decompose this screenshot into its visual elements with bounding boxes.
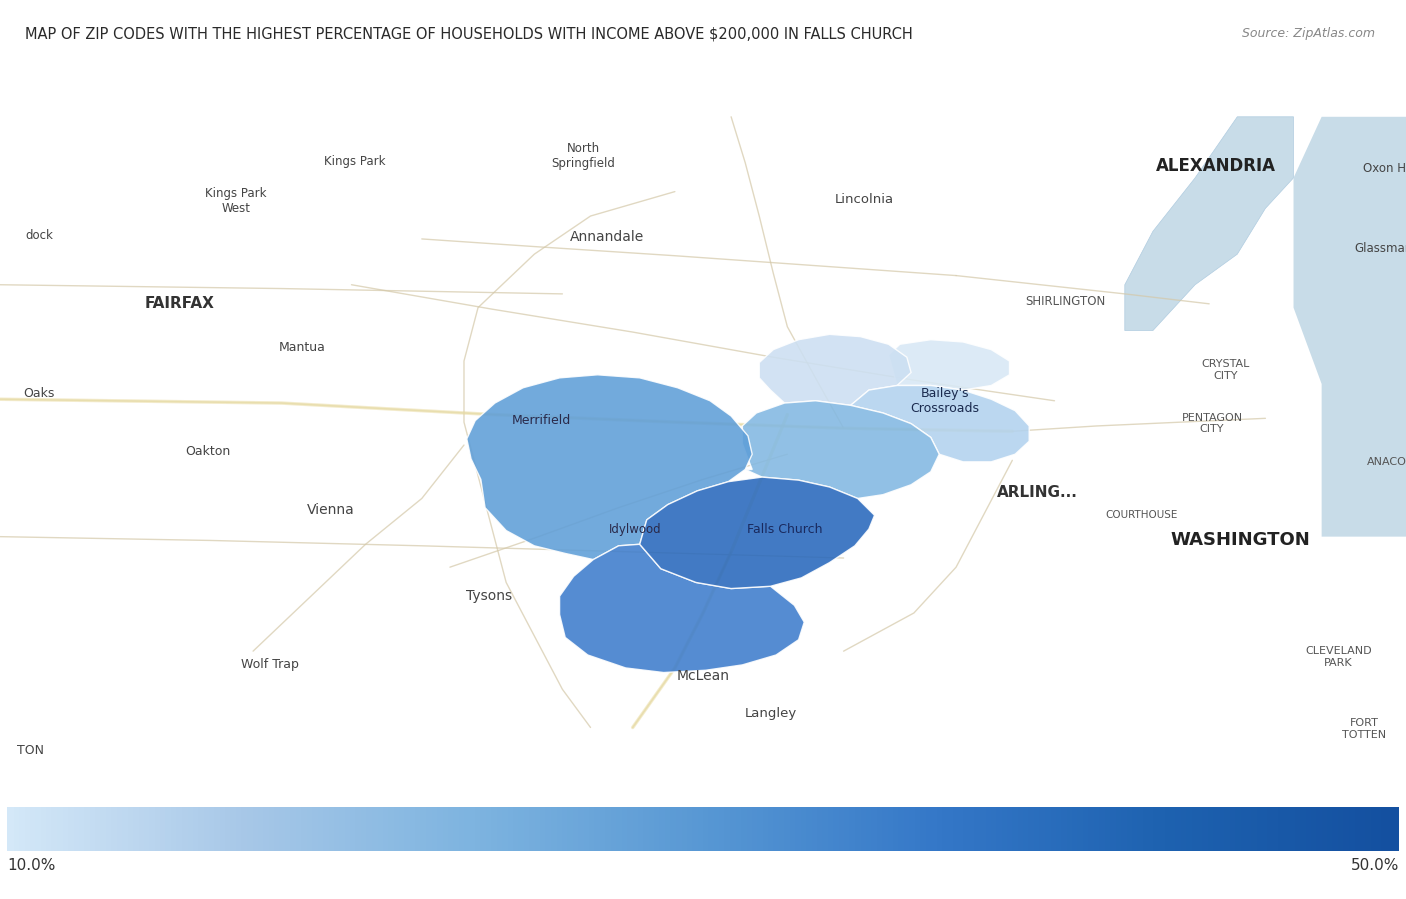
- Text: WASHINGTON: WASHINGTON: [1170, 531, 1310, 549]
- Text: Oakton: Oakton: [186, 445, 231, 458]
- Text: Oxon Hi...: Oxon Hi...: [1364, 162, 1406, 175]
- Text: Glassmanor: Glassmanor: [1354, 242, 1406, 254]
- Text: Kings Park
West: Kings Park West: [205, 187, 267, 215]
- Text: FORT
TOTTEN: FORT TOTTEN: [1341, 718, 1386, 740]
- Text: Annandale: Annandale: [571, 230, 644, 245]
- Text: PENTAGON
CITY: PENTAGON CITY: [1181, 413, 1243, 434]
- Text: Oaks: Oaks: [24, 387, 55, 400]
- Text: Langley: Langley: [744, 708, 797, 720]
- Text: Idylwood: Idylwood: [609, 522, 662, 536]
- Text: ALEXANDRIA: ALEXANDRIA: [1156, 157, 1277, 175]
- Text: Source: ZipAtlas.com: Source: ZipAtlas.com: [1241, 27, 1375, 40]
- Text: McLean: McLean: [676, 669, 730, 682]
- Text: dock: dock: [25, 228, 53, 242]
- Text: ARLING...: ARLING...: [997, 485, 1078, 500]
- Text: Merrifield: Merrifield: [512, 414, 571, 427]
- Polygon shape: [560, 544, 804, 672]
- Text: MAP OF ZIP CODES WITH THE HIGHEST PERCENTAGE OF HOUSEHOLDS WITH INCOME ABOVE $20: MAP OF ZIP CODES WITH THE HIGHEST PERCEN…: [25, 27, 912, 42]
- Text: CLEVELAND
PARK: CLEVELAND PARK: [1305, 646, 1372, 668]
- Polygon shape: [851, 386, 1029, 462]
- Polygon shape: [1294, 117, 1406, 537]
- Text: North
Springfield: North Springfield: [551, 142, 616, 171]
- Text: Lincolnia: Lincolnia: [835, 192, 894, 206]
- Polygon shape: [467, 375, 752, 559]
- Text: Tysons: Tysons: [467, 589, 512, 603]
- Text: Mantua: Mantua: [278, 341, 326, 354]
- Text: Kings Park: Kings Park: [323, 155, 385, 167]
- Text: CRYSTAL
CITY: CRYSTAL CITY: [1202, 360, 1250, 381]
- Text: FAIRFAX: FAIRFAX: [145, 297, 215, 311]
- Polygon shape: [742, 401, 939, 498]
- Polygon shape: [1125, 117, 1294, 331]
- Text: Wolf Trap: Wolf Trap: [240, 658, 299, 672]
- Text: COURTHOUSE: COURTHOUSE: [1105, 511, 1178, 521]
- Text: Vienna: Vienna: [307, 503, 354, 517]
- Polygon shape: [640, 477, 875, 589]
- Text: SHIRLINGTON: SHIRLINGTON: [1025, 295, 1107, 308]
- Polygon shape: [889, 340, 1010, 390]
- Text: 10.0%: 10.0%: [7, 858, 55, 873]
- Text: ANACOST...: ANACOST...: [1368, 457, 1406, 467]
- Text: 50.0%: 50.0%: [1351, 858, 1399, 873]
- Text: TON: TON: [17, 743, 45, 757]
- Text: Bailey's
Crossroads: Bailey's Crossroads: [910, 387, 980, 414]
- Text: Falls Church: Falls Church: [747, 522, 823, 536]
- Polygon shape: [759, 334, 911, 405]
